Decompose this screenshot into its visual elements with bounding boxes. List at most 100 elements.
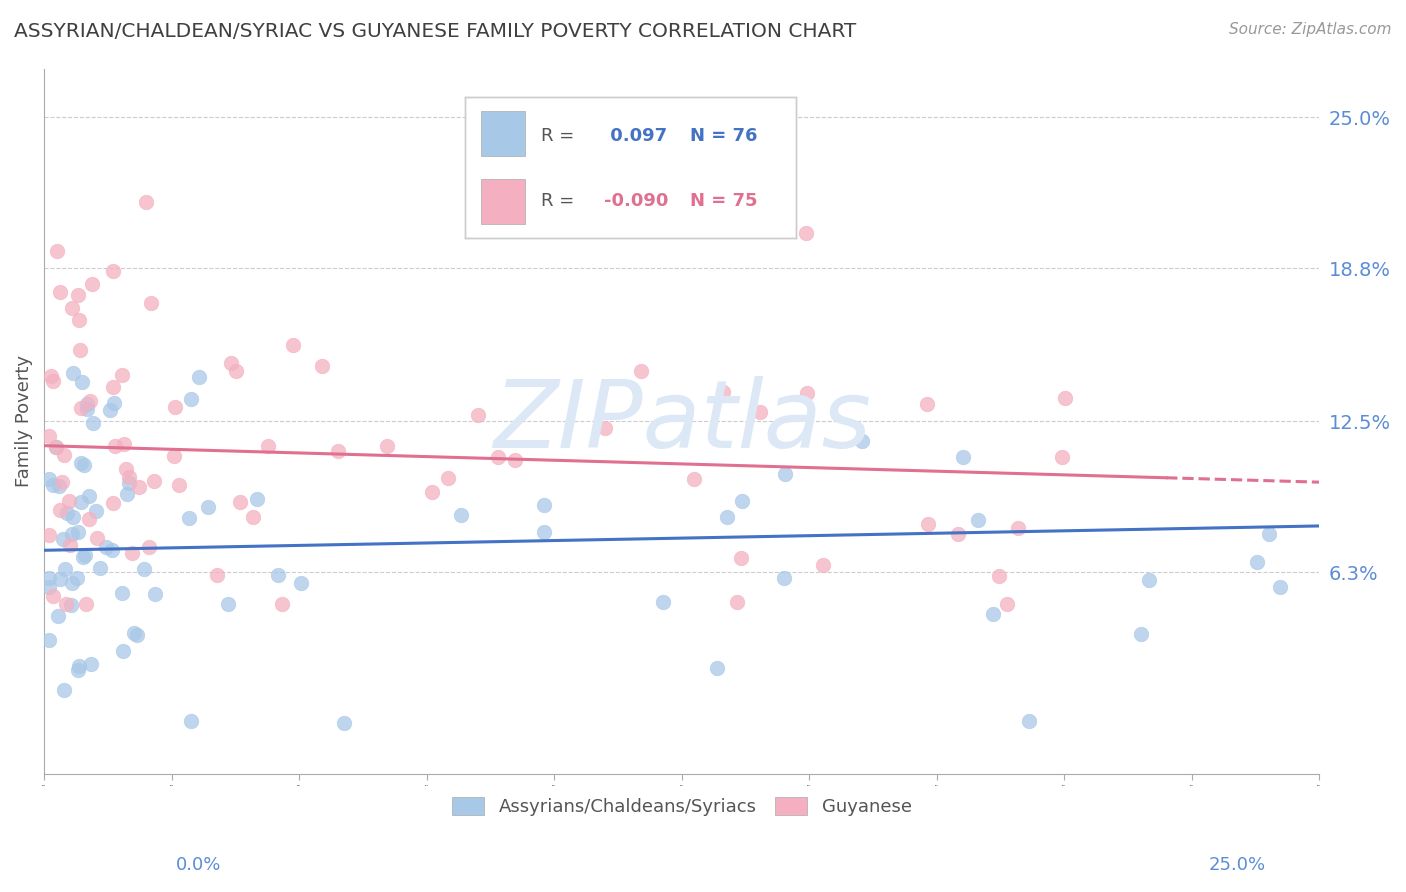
Point [38, 571, 60, 585]
Point [177, 511, 200, 525]
Point [59, 538, 82, 552]
Legend: Assyrians/Chaldeans/Syriacs, Guyanese: Assyrians/Chaldeans/Syriacs, Guyanese [443, 788, 921, 825]
Point [533, 525, 555, 540]
Point [217, 597, 239, 611]
Text: 0.0%: 0.0% [176, 856, 221, 874]
Point [197, 500, 219, 514]
Point [70, 495, 93, 509]
Point [52, 683, 75, 698]
Point [60, 301, 83, 315]
Point [114, 437, 136, 451]
Point [104, 439, 127, 453]
Point [46, 244, 69, 258]
Point [796, 385, 818, 400]
Point [132, 562, 155, 576]
Point [59, 598, 82, 612]
Point [101, 543, 124, 558]
Point [225, 364, 247, 378]
Point [1137, 573, 1160, 587]
Point [711, 384, 734, 399]
Point [118, 470, 141, 484]
Point [128, 480, 150, 494]
Point [716, 509, 738, 524]
Point [981, 607, 1004, 622]
Point [420, 484, 443, 499]
Point [167, 478, 190, 492]
Point [101, 264, 124, 278]
Point [66, 287, 89, 301]
Point [66, 663, 89, 677]
Point [41, 374, 63, 388]
Point [52, 533, 75, 547]
Point [45, 440, 67, 454]
Point [82, 416, 104, 430]
Point [630, 364, 652, 378]
Point [60, 576, 83, 591]
Point [55, 597, 77, 611]
Point [772, 571, 794, 585]
Point [748, 405, 770, 419]
Point [967, 513, 990, 527]
Point [51, 475, 73, 489]
Point [70, 401, 93, 415]
Point [86, 532, 108, 546]
Point [450, 508, 472, 522]
Text: Source: ZipAtlas.com: Source: ZipAtlas.com [1229, 22, 1392, 37]
Point [1130, 627, 1153, 641]
Point [595, 421, 617, 435]
Point [311, 359, 333, 373]
Point [67, 313, 90, 327]
Point [242, 510, 264, 524]
Point [115, 462, 138, 476]
Point [73, 458, 96, 472]
Point [103, 496, 125, 510]
Point [683, 472, 706, 486]
Point [42, 478, 65, 492]
Point [56, 507, 79, 521]
Point [115, 486, 138, 500]
Point [229, 495, 252, 509]
Point [1018, 714, 1040, 729]
Point [77, 512, 100, 526]
Point [1258, 527, 1281, 541]
Point [84, 504, 107, 518]
Point [76, 402, 98, 417]
Point [328, 443, 350, 458]
Point [256, 439, 278, 453]
Point [67, 524, 90, 539]
Point [1268, 580, 1291, 594]
Point [205, 568, 228, 582]
Point [651, 594, 673, 608]
Point [53, 449, 76, 463]
Point [80, 277, 103, 291]
Point [38, 472, 60, 486]
Point [283, 338, 305, 352]
Point [38, 633, 60, 648]
Point [62, 527, 84, 541]
Point [271, 597, 294, 611]
Point [80, 657, 103, 672]
Point [111, 644, 134, 658]
Point [79, 489, 101, 503]
Text: ASSYRIAN/CHALDEAN/SYRIAC VS GUYANESE FAMILY POVERTY CORRELATION CHART: ASSYRIAN/CHALDEAN/SYRIAC VS GUYANESE FAM… [14, 22, 856, 41]
Point [503, 453, 526, 467]
Point [731, 493, 754, 508]
Point [94, 540, 117, 554]
Point [75, 548, 97, 562]
Point [49, 285, 72, 300]
Point [436, 471, 458, 485]
Text: ZIPatlas: ZIPatlas [492, 376, 870, 467]
Point [486, 450, 509, 465]
Point [49, 503, 72, 517]
Point [98, 403, 121, 417]
Point [180, 714, 202, 728]
Point [730, 551, 752, 566]
Point [952, 450, 974, 464]
Point [1053, 391, 1076, 405]
Point [813, 558, 835, 572]
Point [111, 586, 134, 600]
Point [125, 628, 148, 642]
Point [851, 434, 873, 448]
Point [42, 589, 65, 603]
Point [70, 456, 93, 470]
